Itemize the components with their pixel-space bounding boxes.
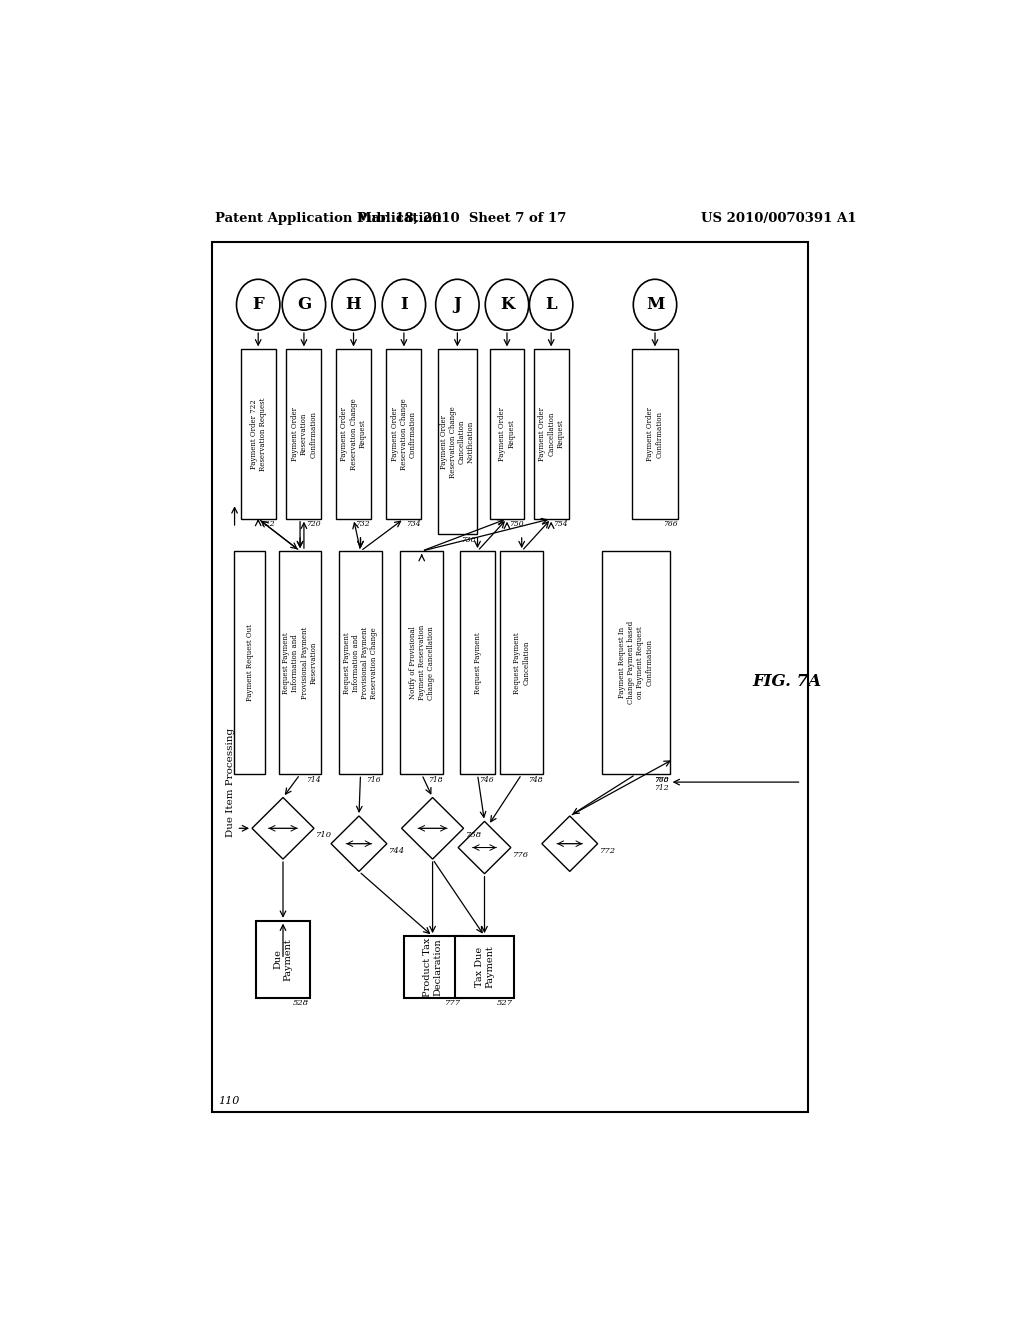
- Bar: [256, 921, 310, 998]
- Text: 772: 772: [600, 847, 616, 855]
- Bar: [234, 552, 265, 775]
- Text: 770: 770: [654, 776, 669, 784]
- Text: 776: 776: [513, 850, 529, 858]
- Text: Request Payment: Request Payment: [473, 632, 481, 693]
- Text: 766: 766: [663, 520, 678, 528]
- Bar: [438, 350, 477, 535]
- Text: 758: 758: [466, 832, 482, 840]
- Text: 714: 714: [306, 776, 321, 784]
- Text: Request Payment
Cancellation: Request Payment Cancellation: [513, 632, 530, 693]
- Text: F: F: [252, 296, 264, 313]
- Text: H: H: [346, 296, 361, 313]
- Text: 718: 718: [428, 776, 442, 784]
- Text: 716: 716: [367, 776, 381, 784]
- Text: 527: 527: [497, 999, 513, 1007]
- Text: Payment Order
Cancellation
Request: Payment Order Cancellation Request: [538, 407, 564, 461]
- Text: Due
Payment: Due Payment: [273, 937, 293, 981]
- Bar: [632, 350, 678, 519]
- Text: M: M: [646, 296, 665, 313]
- Text: Payment Order 722
Reservation Request: Payment Order 722 Reservation Request: [250, 397, 267, 471]
- Ellipse shape: [283, 280, 326, 330]
- Polygon shape: [458, 821, 511, 874]
- Bar: [534, 350, 568, 519]
- Text: 722: 722: [260, 520, 274, 528]
- Bar: [241, 350, 275, 519]
- Text: 734: 734: [406, 520, 421, 528]
- Text: 712: 712: [654, 784, 669, 792]
- Text: Request Payment
Information and
Provisional Payment
Reservation: Request Payment Information and Provisio…: [283, 627, 317, 698]
- Ellipse shape: [435, 280, 479, 330]
- Text: 732: 732: [355, 520, 371, 528]
- Bar: [403, 936, 462, 998]
- Text: Tax Due
Payment: Tax Due Payment: [475, 945, 495, 989]
- Text: Patent Application Publication: Patent Application Publication: [215, 213, 441, 224]
- Text: J: J: [454, 296, 462, 313]
- Polygon shape: [331, 816, 387, 871]
- Polygon shape: [252, 797, 314, 859]
- Text: 710: 710: [316, 832, 333, 840]
- Ellipse shape: [485, 280, 528, 330]
- Text: I: I: [400, 296, 408, 313]
- Text: K: K: [500, 296, 514, 313]
- Text: 746: 746: [479, 776, 495, 784]
- Bar: [489, 350, 524, 519]
- Text: Due Item Processing: Due Item Processing: [226, 727, 234, 837]
- Bar: [400, 552, 443, 775]
- Polygon shape: [542, 816, 598, 871]
- Text: Payment Order
Reservation Change
Confirmation: Payment Order Reservation Change Confirm…: [391, 399, 417, 470]
- Bar: [222, 520, 798, 1044]
- Text: 528: 528: [293, 999, 309, 1007]
- Ellipse shape: [237, 280, 280, 330]
- Bar: [336, 350, 371, 519]
- Ellipse shape: [382, 280, 426, 330]
- Polygon shape: [401, 797, 464, 859]
- Ellipse shape: [633, 280, 677, 330]
- Text: Payment Request Out: Payment Request Out: [246, 624, 254, 701]
- Text: Mar. 18, 2010  Sheet 7 of 17: Mar. 18, 2010 Sheet 7 of 17: [356, 213, 566, 224]
- Text: US 2010/0070391 A1: US 2010/0070391 A1: [701, 213, 857, 224]
- Text: Payment Order
Confirmation: Payment Order Confirmation: [646, 407, 664, 461]
- Text: 777: 777: [444, 999, 461, 1007]
- Text: 750: 750: [509, 520, 523, 528]
- Text: Payment Request In
Change Payment based
on Payment Request
Confirmation: Payment Request In Change Payment based …: [617, 622, 653, 705]
- Bar: [456, 936, 514, 998]
- Text: L: L: [546, 296, 557, 313]
- Text: Notify of Provisional
Payment Reservation
Change Cancellation: Notify of Provisional Payment Reservatio…: [409, 626, 435, 701]
- Text: G: G: [297, 296, 311, 313]
- Text: 748: 748: [527, 776, 543, 784]
- Text: Payment Order
Request: Payment Order Request: [499, 407, 515, 461]
- Text: 744: 744: [389, 847, 406, 855]
- Text: 768: 768: [654, 776, 669, 784]
- Text: 110: 110: [218, 1096, 240, 1106]
- Text: Payment Order
Reservation Change
Cancellation
Notification: Payment Order Reservation Change Cancell…: [439, 405, 475, 478]
- Bar: [287, 350, 322, 519]
- Bar: [339, 552, 382, 775]
- Text: Payment Order
Reservation
Confirmation: Payment Order Reservation Confirmation: [291, 407, 317, 461]
- Bar: [386, 350, 421, 519]
- Bar: [460, 552, 495, 775]
- Bar: [212, 242, 809, 1111]
- Text: Product Tax
Declaration: Product Tax Declaration: [423, 937, 442, 997]
- Text: Request Payment
Information and
Provisional Payment
Reservation Change: Request Payment Information and Provisio…: [343, 627, 378, 698]
- Bar: [501, 552, 543, 775]
- Text: 754: 754: [553, 520, 568, 528]
- Ellipse shape: [332, 280, 375, 330]
- Bar: [601, 552, 670, 775]
- Ellipse shape: [529, 280, 572, 330]
- Text: 738: 738: [462, 536, 476, 544]
- Text: Payment Order
Reservation Change
Request: Payment Order Reservation Change Request: [340, 399, 367, 470]
- Bar: [279, 552, 322, 775]
- Text: FIG. 7A: FIG. 7A: [753, 673, 821, 690]
- Text: 720: 720: [306, 520, 321, 528]
